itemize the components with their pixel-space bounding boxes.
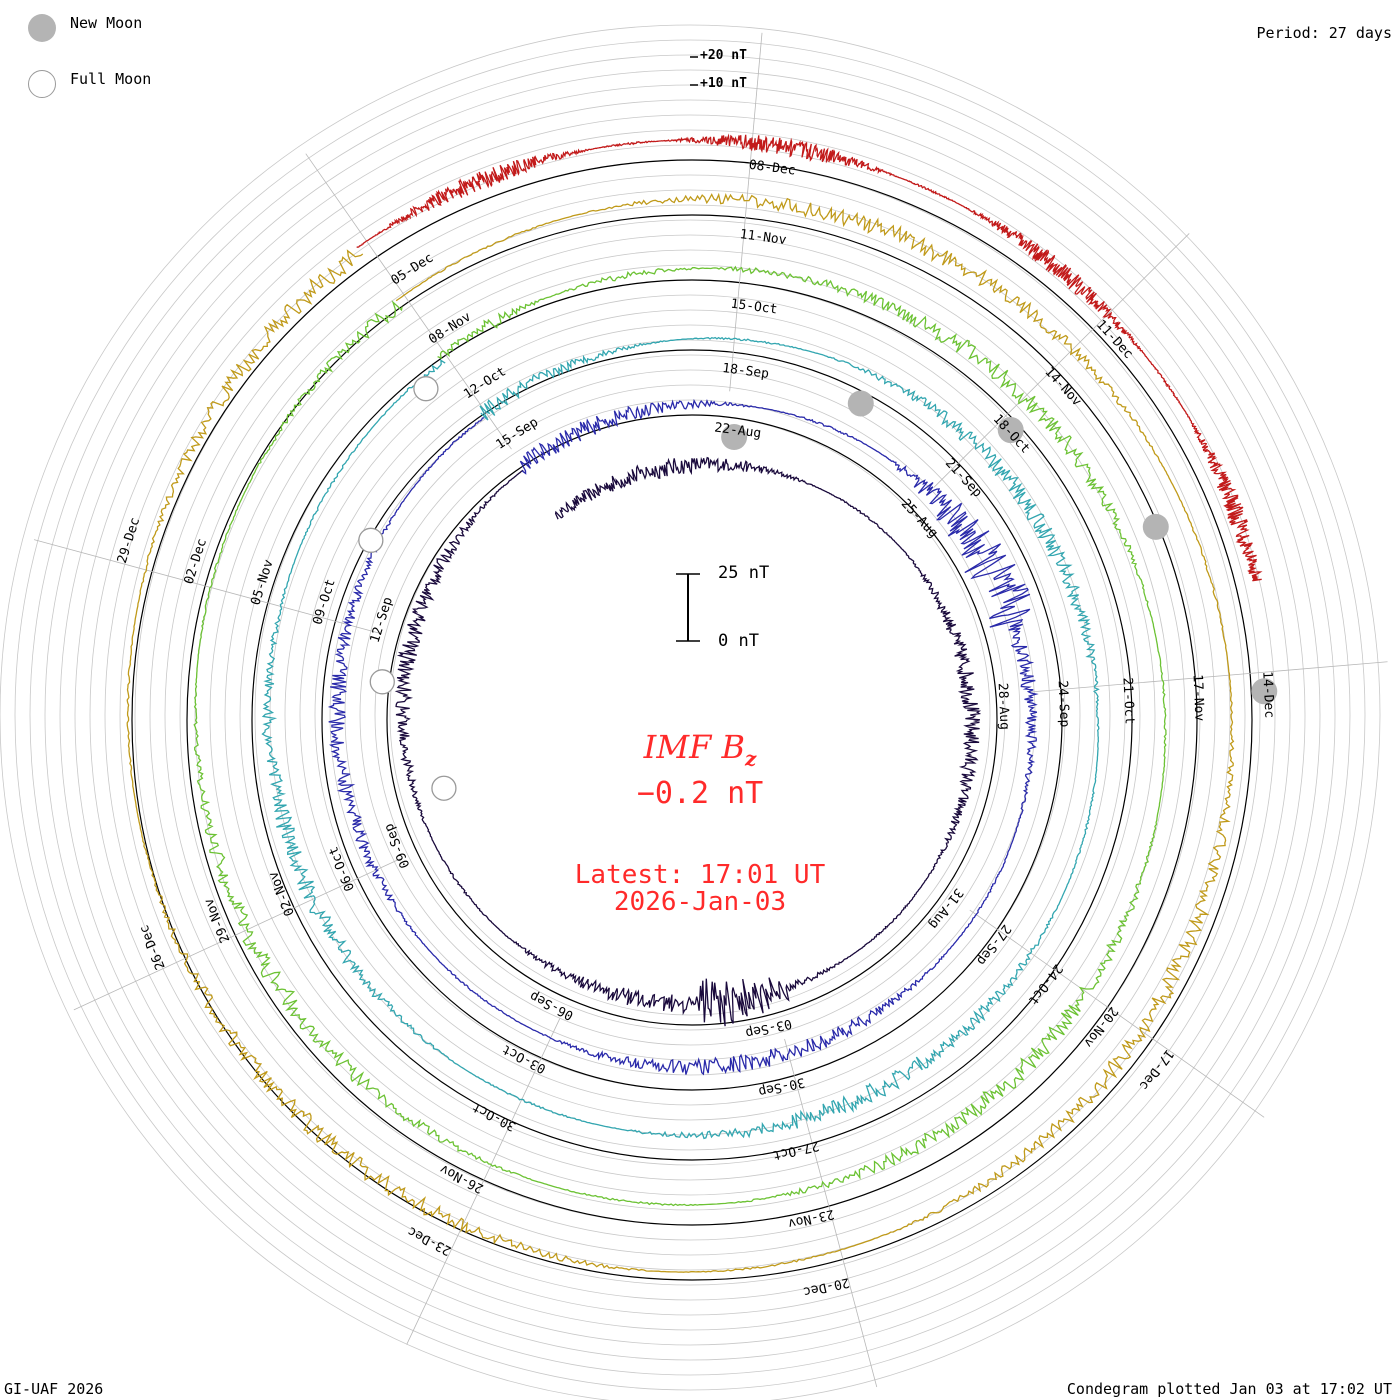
date-label: 11-Nov: [739, 227, 788, 248]
baseline-circle: [186, 214, 1198, 1226]
data-traces: [126, 133, 1263, 1273]
full-moon-marker: [413, 376, 439, 402]
trace-series-5: [126, 192, 1235, 1273]
moon-markers: [358, 376, 1278, 801]
new-moon-marker: [721, 424, 748, 451]
footer-credit: GI-UAF 2026: [4, 1380, 104, 1398]
full-moon-marker: [369, 669, 395, 695]
new-moon-marker: [847, 390, 874, 417]
date-label: 05-Dec: [389, 250, 437, 288]
date-label: 02-Dec: [182, 537, 210, 586]
trace-series-3: [261, 336, 1100, 1140]
date-label: 24-Oct: [1025, 961, 1065, 1007]
date-label: 14-Nov: [1041, 365, 1084, 410]
chart-title: IMF Bz: [643, 728, 757, 771]
new-moon-marker: [1251, 678, 1278, 705]
date-label: 23-Nov: [786, 1206, 835, 1231]
plus20-label: +20 nT: [700, 48, 747, 63]
date-label: 20-Nov: [1080, 1004, 1121, 1051]
date-label: 14-Dec: [1259, 671, 1276, 719]
date-label: 09-Oct: [310, 577, 338, 626]
new-moon-marker: [1142, 513, 1169, 540]
latest-time: Latest: 17:01 UT: [574, 860, 826, 890]
date-label: 30-Sep: [757, 1074, 806, 1099]
date-label: 12-Sep: [368, 595, 396, 644]
baseline-circle: [321, 349, 1063, 1091]
date-label: 12-Oct: [461, 364, 509, 402]
scale-bar-bottom-label: 0 nT: [718, 631, 759, 651]
new-moon-legend-icon: [28, 14, 56, 42]
date-label: 22-Aug: [714, 421, 763, 442]
full-moon-legend-label: Full Moon: [70, 70, 152, 88]
date-label: 08-Dec: [748, 158, 797, 179]
plus10-label: +10 nT: [700, 76, 747, 91]
date-label: 15-Oct: [730, 297, 779, 318]
date-label: 27-Sep: [973, 921, 1014, 968]
date-label: 05-Nov: [248, 558, 276, 607]
grid-rings: [0, 24, 1381, 1400]
current-value: −0.2 nT: [636, 776, 764, 811]
date-label: 17-Nov: [1189, 674, 1206, 722]
full-moon-marker: [358, 527, 384, 553]
new-moon-marker: [997, 417, 1024, 444]
day-spokes: [33, 32, 1388, 1388]
latest-date: 2026-Jan-03: [613, 887, 787, 917]
date-label: 18-Sep: [721, 361, 770, 382]
date-label: 25-Aug: [898, 496, 941, 541]
date-label: 28-Aug: [995, 683, 1012, 731]
trace-series-4: [193, 265, 1167, 1207]
trace-series-2: [327, 398, 1039, 1076]
new-moon-legend-label: New Moon: [70, 14, 143, 32]
period-label: Period: 27 days: [1256, 24, 1392, 42]
scale-bar-top-label: 25 nT: [718, 563, 770, 583]
date-label: 24-Sep: [1055, 680, 1072, 728]
trace-series-6: [356, 133, 1263, 582]
baseline-circle: [251, 279, 1133, 1161]
date-label: 26-Dec: [137, 923, 169, 972]
scale-bar: [676, 573, 700, 642]
date-label: 29-Dec: [115, 516, 143, 565]
footer-plotted: Condegram plotted Jan 03 at 17:02 UT: [1066, 1380, 1392, 1398]
date-label: 27-Oct: [771, 1138, 820, 1163]
reference-ticks: [690, 56, 698, 86]
baseline-circle: [386, 414, 998, 1026]
date-label: 06-Sep: [527, 988, 576, 1023]
trace-series-1: [394, 456, 982, 1027]
date-label: 21-Oct: [1120, 677, 1137, 725]
full-moon-marker: [431, 775, 457, 801]
date-label: 23-Dec: [405, 1223, 454, 1258]
baseline-circle: [131, 159, 1253, 1281]
date-label: 21-Sep: [942, 456, 985, 501]
full-moon-legend-icon: [28, 70, 56, 98]
